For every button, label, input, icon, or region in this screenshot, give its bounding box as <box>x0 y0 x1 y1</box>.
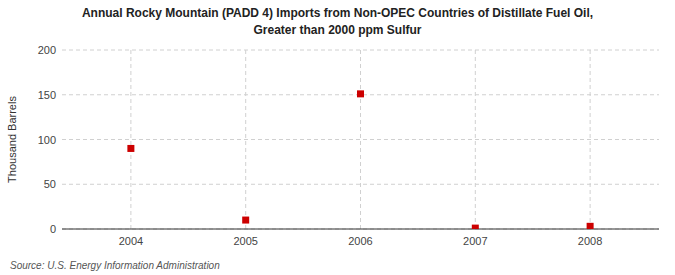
x-grid-line <box>130 50 131 229</box>
y-grid-line <box>62 139 659 140</box>
point <box>127 145 134 152</box>
subtitle: Greater than 2000 ppm Sulfur <box>253 23 421 37</box>
x-tick-label: 2006 <box>348 235 372 247</box>
point <box>242 217 249 224</box>
title: Annual Rocky Mountain (PADD 4) Imports f… <box>82 6 593 20</box>
y-axis-label: Thousand Barrels <box>6 96 18 183</box>
x-grid-line <box>245 50 246 229</box>
x-tick-label: 2007 <box>463 235 487 247</box>
x-tick-label: 2005 <box>233 235 257 247</box>
y-tick-label: 150 <box>38 89 56 101</box>
grid <box>62 50 659 229</box>
points <box>127 90 593 229</box>
point <box>472 225 479 229</box>
y-tick-label: 200 <box>38 44 56 56</box>
x-grid-line <box>475 50 476 229</box>
chart: Annual Rocky Mountain (PADD 4) Imports f… <box>0 0 675 275</box>
x-grid-line <box>360 50 361 229</box>
x-tick-label: 2004 <box>119 235 143 247</box>
x-axis-line <box>62 229 659 230</box>
axes: 0 50 100 150 200 2004 2005 2006 2007 2008 Thousand… <box>6 44 659 247</box>
x-grid-line <box>590 50 591 229</box>
y-tick-label: 100 <box>38 134 56 146</box>
point <box>357 90 364 97</box>
y-tick-label: 50 <box>44 178 56 190</box>
source: Source: U.S. Energy Information Administ… <box>10 260 220 271</box>
point <box>587 223 594 229</box>
y-grid-line <box>62 229 659 230</box>
y-tick-label: 0 <box>50 223 56 235</box>
x-tick-label: 2008 <box>578 235 602 247</box>
